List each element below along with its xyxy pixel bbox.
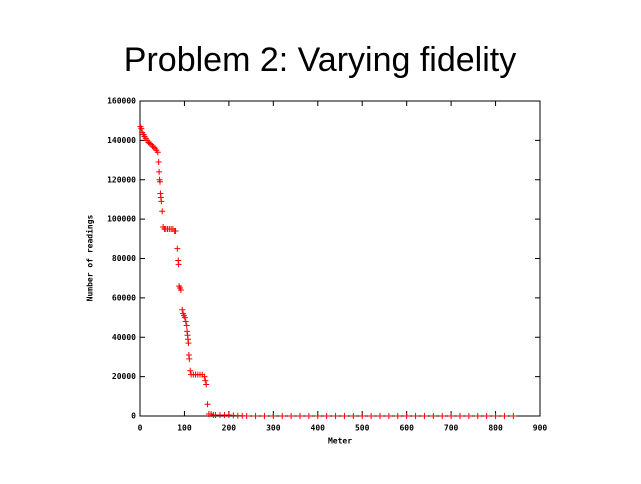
x-tick-label: 0 <box>138 424 143 433</box>
point <box>187 367 194 374</box>
x-tick-label: 200 <box>222 424 237 433</box>
x-tick-label: 400 <box>311 424 326 433</box>
point <box>201 373 208 380</box>
point <box>377 413 383 419</box>
x-tick-label: 500 <box>355 424 370 433</box>
y-tick-label: 160000 <box>107 97 136 106</box>
point <box>183 322 190 329</box>
y-tick-label: 20000 <box>112 372 136 381</box>
point <box>150 144 157 151</box>
point <box>501 413 508 419</box>
point <box>156 168 163 175</box>
point <box>181 314 188 321</box>
point <box>314 413 321 419</box>
y-tick-label: 40000 <box>112 333 136 342</box>
plot-frame <box>139 100 541 417</box>
x-axis-label: Meter <box>328 437 352 446</box>
y-tick-label: 80000 <box>112 254 136 263</box>
point <box>323 413 330 419</box>
point <box>203 381 210 388</box>
point <box>510 413 517 419</box>
x-tick-label: 800 <box>488 424 503 433</box>
point <box>350 413 357 419</box>
point <box>279 413 286 419</box>
point <box>186 355 193 362</box>
chart-title: Problem 2: Varying fidelity <box>124 41 516 79</box>
point <box>270 413 277 419</box>
point <box>185 340 192 347</box>
point <box>305 413 312 419</box>
point <box>155 159 162 166</box>
point <box>403 413 410 419</box>
point <box>174 245 181 252</box>
y-tick-label: 100000 <box>107 215 136 224</box>
y-tick-label: 120000 <box>107 175 136 184</box>
point <box>177 287 184 293</box>
point <box>175 261 182 268</box>
x-tick-label: 900 <box>533 424 548 433</box>
y-tick-label: 0 <box>131 412 136 421</box>
point <box>157 178 163 185</box>
point <box>394 413 401 419</box>
point <box>179 306 186 313</box>
point <box>430 413 437 419</box>
point <box>182 318 189 325</box>
point <box>412 413 419 419</box>
point <box>448 413 455 419</box>
point <box>332 413 339 419</box>
y-axis-label: Number of readings <box>85 214 95 301</box>
point <box>288 413 295 419</box>
point <box>261 413 268 419</box>
x-tick-label: 700 <box>444 424 459 433</box>
point <box>146 140 153 147</box>
point <box>138 125 145 132</box>
y-tick-label: 140000 <box>107 136 136 145</box>
x-tick-label: 600 <box>399 424 414 433</box>
point <box>483 413 490 419</box>
point <box>421 413 428 419</box>
x-tick-label: 100 <box>177 424 192 433</box>
point <box>359 413 366 419</box>
point <box>297 413 303 419</box>
point <box>439 413 446 419</box>
point <box>341 413 348 419</box>
point <box>243 413 250 419</box>
point <box>474 413 481 419</box>
point <box>465 413 472 419</box>
point <box>492 413 499 419</box>
point <box>172 227 179 234</box>
point <box>159 208 166 215</box>
point <box>457 413 463 419</box>
x-tick-label: 300 <box>266 424 281 433</box>
y-tick-label: 60000 <box>112 293 136 302</box>
point <box>204 401 211 408</box>
point <box>158 198 165 205</box>
point <box>202 377 209 384</box>
point <box>252 413 259 419</box>
point <box>385 413 392 419</box>
point <box>154 149 161 156</box>
point <box>368 413 375 419</box>
